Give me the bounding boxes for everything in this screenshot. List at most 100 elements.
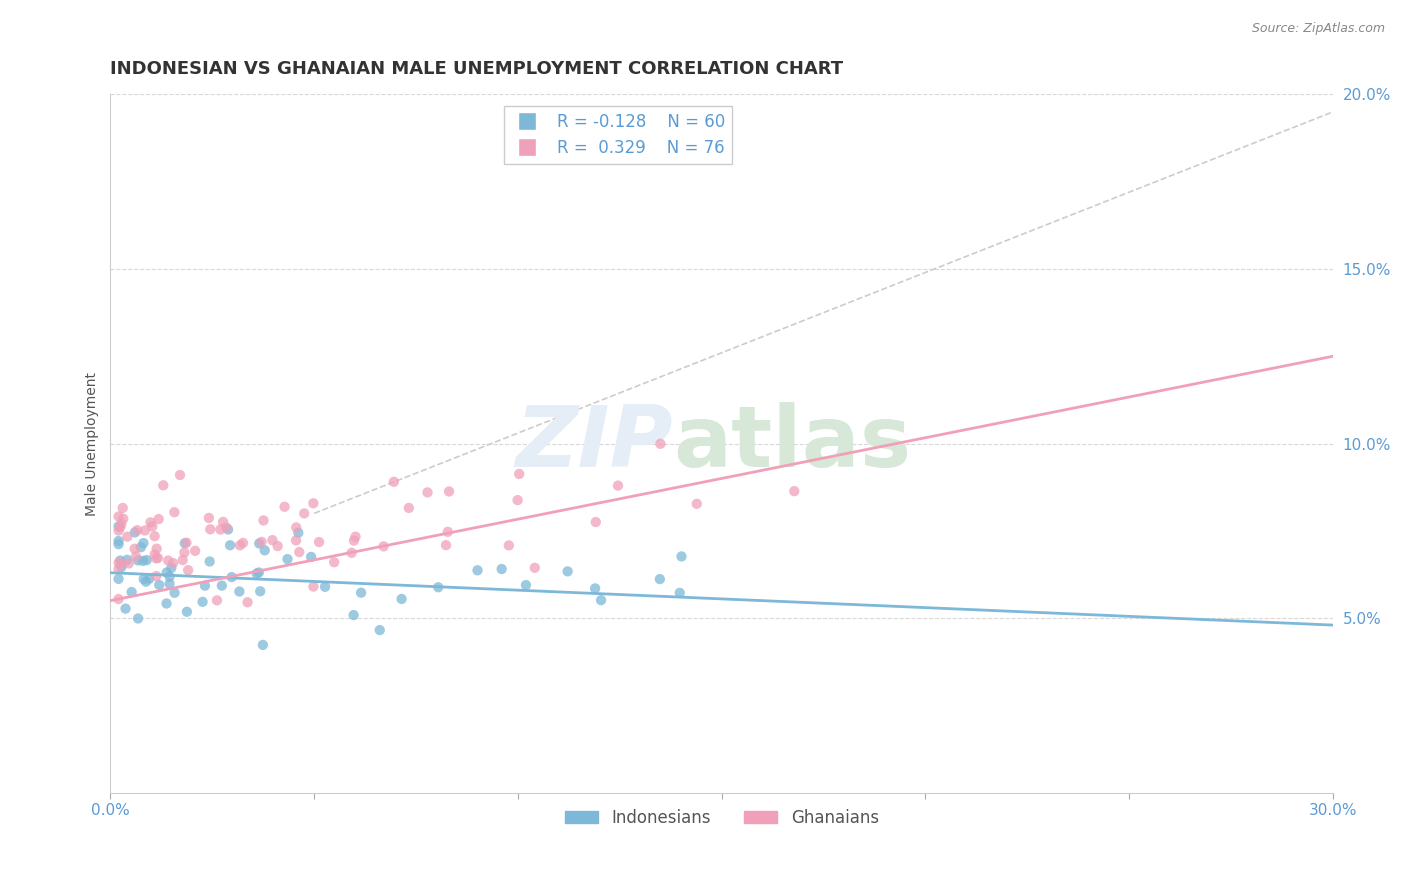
- Point: [132, 554, 155, 568]
- Point: [686, 497, 709, 511]
- Point: [110, 516, 132, 531]
- Point: [107, 524, 129, 538]
- Point: [650, 437, 672, 451]
- Point: [368, 623, 391, 637]
- Point: [398, 500, 420, 515]
- Point: [159, 576, 181, 591]
- Point: [124, 541, 146, 556]
- Point: [506, 493, 529, 508]
- Point: [194, 579, 217, 593]
- Point: [198, 511, 221, 525]
- Point: [229, 538, 252, 552]
- Point: [146, 551, 169, 566]
- Point: [127, 553, 149, 567]
- Point: [173, 545, 195, 559]
- Point: [648, 572, 671, 586]
- Point: [252, 638, 274, 652]
- Point: [343, 533, 366, 548]
- Point: [127, 523, 149, 537]
- Point: [343, 608, 366, 623]
- Point: [437, 524, 460, 539]
- Point: [302, 496, 325, 510]
- Point: [391, 591, 413, 606]
- Point: [276, 552, 298, 566]
- Point: [112, 512, 135, 526]
- Point: [107, 537, 129, 551]
- Point: [141, 519, 163, 533]
- Point: [437, 484, 460, 499]
- Point: [288, 545, 311, 559]
- Point: [135, 553, 157, 567]
- Point: [111, 500, 134, 515]
- Point: [253, 543, 276, 558]
- Point: [138, 572, 160, 586]
- Point: [427, 580, 450, 594]
- Point: [228, 584, 250, 599]
- Point: [110, 560, 132, 574]
- Point: [145, 551, 167, 566]
- Text: ZIP: ZIP: [515, 402, 672, 485]
- Point: [169, 468, 191, 483]
- Point: [668, 586, 690, 600]
- Point: [340, 546, 363, 560]
- Point: [117, 530, 139, 544]
- Point: [314, 580, 336, 594]
- Point: [172, 553, 194, 567]
- Point: [191, 595, 214, 609]
- Point: [250, 534, 273, 549]
- Point: [156, 566, 179, 580]
- Point: [118, 557, 141, 571]
- Point: [219, 538, 242, 552]
- Point: [344, 530, 367, 544]
- Point: [211, 578, 233, 592]
- Y-axis label: Male Unemployment: Male Unemployment: [86, 372, 100, 516]
- Point: [115, 553, 138, 567]
- Point: [217, 523, 239, 537]
- Point: [266, 539, 288, 553]
- Point: [467, 563, 489, 577]
- Point: [157, 553, 180, 567]
- Point: [273, 500, 295, 514]
- Point: [148, 578, 170, 592]
- Point: [107, 534, 129, 549]
- Point: [143, 529, 166, 543]
- Point: [285, 533, 308, 548]
- Point: [498, 538, 520, 552]
- Text: atlas: atlas: [672, 402, 911, 485]
- Point: [132, 572, 155, 586]
- Point: [236, 595, 259, 609]
- Point: [232, 536, 254, 550]
- Point: [209, 523, 232, 537]
- Point: [163, 586, 186, 600]
- Point: [783, 484, 806, 499]
- Point: [173, 536, 195, 550]
- Point: [246, 566, 269, 581]
- Point: [114, 601, 136, 615]
- Point: [134, 524, 156, 538]
- Point: [184, 543, 207, 558]
- Point: [129, 541, 152, 555]
- Point: [176, 605, 198, 619]
- Point: [107, 562, 129, 576]
- Legend: Indonesians, Ghanaians: Indonesians, Ghanaians: [558, 802, 886, 833]
- Point: [373, 539, 395, 553]
- Point: [124, 525, 146, 540]
- Point: [139, 516, 162, 530]
- Point: [162, 556, 184, 570]
- Point: [434, 538, 457, 552]
- Point: [416, 485, 439, 500]
- Point: [163, 505, 186, 519]
- Point: [121, 585, 143, 599]
- Point: [247, 566, 270, 580]
- Text: INDONESIAN VS GHANAIAN MALE UNEMPLOYMENT CORRELATION CHART: INDONESIAN VS GHANAIAN MALE UNEMPLOYMENT…: [111, 60, 844, 78]
- Point: [215, 520, 238, 534]
- Point: [108, 553, 131, 567]
- Text: Source: ZipAtlas.com: Source: ZipAtlas.com: [1251, 22, 1385, 36]
- Point: [212, 515, 235, 529]
- Point: [583, 582, 606, 596]
- Point: [107, 592, 129, 607]
- Point: [127, 611, 149, 625]
- Point: [247, 536, 270, 550]
- Point: [145, 569, 167, 583]
- Point: [159, 569, 181, 583]
